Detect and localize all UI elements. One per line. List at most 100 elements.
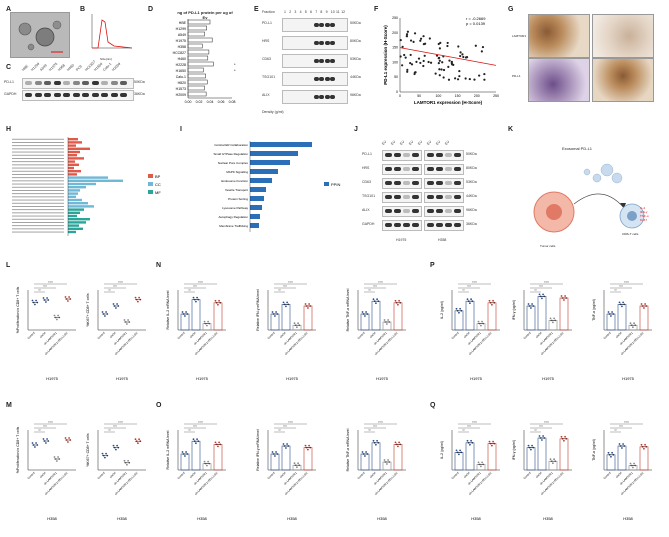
blot-band [427, 223, 434, 227]
blot-band [427, 167, 434, 171]
scatter-point [442, 68, 446, 72]
data-point [105, 452, 107, 455]
data-point [477, 320, 480, 323]
bar [213, 444, 223, 471]
significance-mark: **** [472, 420, 478, 424]
cell-line-label: H1975 [116, 376, 129, 381]
go-term-label [12, 228, 64, 230]
tick-label: 0.04 [207, 100, 214, 104]
ihc-row-label-1: LAMTOR1 [512, 34, 527, 38]
scatter-point [413, 72, 416, 76]
scatter-point [456, 78, 460, 81]
data-point [275, 311, 277, 313]
dot-bar-plot: IL-2 (pg/ml)*********Control shCtrlsh-LAM… [440, 420, 500, 521]
scatter-point [483, 72, 486, 76]
blot-band [25, 81, 32, 85]
legend-label: MF [155, 190, 161, 195]
category-label: HCC827 [173, 51, 186, 55]
go-term-label [12, 142, 64, 143]
data-point [192, 438, 195, 441]
blot-kda: 53KDa [466, 180, 477, 184]
data-point [127, 319, 129, 321]
data-point [206, 324, 208, 327]
schematic-title: Exosomal PD-L1 [562, 146, 593, 151]
data-point [455, 307, 458, 310]
tick-label: 200 [392, 31, 398, 35]
blot-band [427, 181, 434, 185]
marker-il2: IL-2 [640, 206, 646, 210]
blot-band [385, 167, 392, 171]
blot-row [382, 220, 422, 231]
go-term-label [12, 190, 64, 191]
y-axis-label: Relative TNF-α mRNA level [346, 288, 350, 331]
blot-band [101, 93, 108, 97]
exosome-schematic [533, 163, 645, 233]
bar [202, 463, 212, 471]
scatter-point [405, 34, 408, 38]
data-point [644, 303, 646, 305]
marker-ki67: Ki-67 [640, 218, 648, 222]
data-point [181, 451, 184, 453]
scatter-point [404, 56, 407, 59]
bar [187, 19, 211, 25]
dot-bar-plot: IL-2 (pg/ml)*********Control shCtrlsh-LAM… [440, 280, 500, 381]
bar-chart-d-svg: HBE H1299 A549 H1975 H358 HCC827 H460 H2228 H165… [173, 19, 236, 104]
data-point [564, 435, 566, 438]
data-point [375, 443, 377, 446]
group-label: shCtrl [369, 331, 377, 339]
data-point [527, 303, 530, 305]
blot-band [63, 93, 70, 97]
data-point [397, 303, 399, 306]
data-point [618, 443, 621, 445]
data-point [560, 295, 563, 297]
x-axis-label: LAMTOR1 expression (H-Score) [414, 100, 483, 105]
data-point [104, 315, 106, 317]
bar [187, 55, 209, 61]
data-point [134, 438, 137, 441]
data-point [57, 314, 59, 317]
blot-band [319, 23, 325, 27]
scatter-point [419, 37, 423, 40]
blot-band [324, 41, 330, 45]
category-label: H2009 [176, 93, 186, 97]
data-point [376, 439, 378, 442]
significance-mark: *** [43, 424, 47, 428]
significance-mark: *** [373, 284, 377, 288]
blot-band [394, 181, 401, 185]
scatter-point [406, 68, 409, 71]
fraction-number: 3 [294, 10, 297, 14]
scatter-point [401, 45, 404, 49]
go-term-label [12, 202, 64, 204]
blot-kda: 50KDa [350, 21, 361, 25]
blot-band [34, 81, 42, 85]
data-point [286, 443, 288, 445]
data-point [67, 441, 69, 443]
data-point [610, 315, 612, 317]
group-label: Control [266, 331, 275, 340]
go-bar [68, 144, 76, 147]
blot-band [445, 153, 452, 157]
data-point [365, 311, 367, 313]
data-point [394, 299, 397, 302]
significance-mark: **** [288, 420, 294, 424]
blot-band [403, 181, 410, 185]
data-point [101, 452, 104, 455]
data-point [621, 447, 623, 449]
data-point [126, 323, 128, 325]
blot-row [22, 78, 134, 89]
blot-row [382, 206, 422, 217]
blot-band [412, 223, 419, 227]
blot-band [445, 195, 452, 199]
chart-i-svg: Cortical ER Collaboration Small GTPase Re… [213, 141, 340, 232]
blot-band [329, 41, 335, 45]
dot-bar-plot: Relative IL-2 mRNA level*********Control… [166, 420, 226, 521]
data-point [531, 303, 533, 305]
data-point [42, 438, 45, 440]
data-point [101, 311, 104, 313]
significance-mark: *** [619, 284, 623, 288]
go-bar [68, 211, 80, 214]
cell-line-label: H358 [197, 516, 207, 521]
data-point [621, 305, 623, 308]
bar [191, 440, 201, 471]
dot-bar-plot: Relative IL-2 mRNA level*********Control… [166, 280, 226, 381]
